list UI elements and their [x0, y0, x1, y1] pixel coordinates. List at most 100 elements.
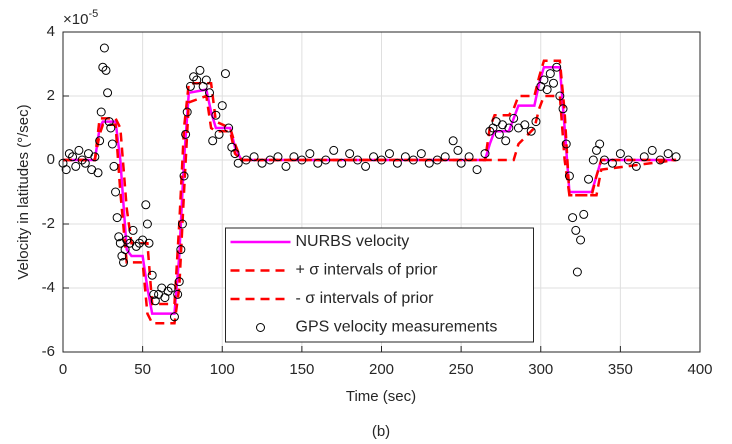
gps-point: [179, 171, 189, 181]
gps-point: [353, 155, 363, 165]
gps-point: [95, 136, 105, 146]
y-tick-label: -2: [42, 215, 55, 232]
gps-point: [595, 139, 605, 149]
chart-title: (b): [372, 423, 390, 440]
gps-point: [485, 126, 495, 136]
gps-point: [424, 158, 434, 168]
gps-point: [233, 158, 243, 168]
x-tick-label: 150: [289, 361, 314, 378]
gps-point: [520, 120, 530, 130]
gps-point: [472, 165, 482, 175]
gps-point: [120, 245, 130, 255]
gps-point: [114, 232, 124, 242]
gps-point: [448, 136, 458, 146]
gps-point: [542, 85, 552, 95]
legend-label: GPS velocity measurements: [296, 319, 498, 336]
gps-point: [122, 235, 132, 245]
gps-point: [173, 289, 183, 299]
x-tick-label: 300: [528, 361, 553, 378]
gps-point: [663, 149, 673, 159]
y-tick-label: 4: [47, 23, 55, 40]
gps-point: [163, 286, 173, 296]
gps-point: [220, 69, 230, 79]
legend-box: [225, 227, 534, 343]
gps-point: [224, 123, 234, 133]
gps-point: [107, 139, 117, 149]
y-tick-label: -6: [42, 343, 55, 360]
x-tick-label: 200: [369, 361, 394, 378]
gps-point: [639, 152, 649, 162]
x-tick-label: 250: [449, 361, 474, 378]
gps-point: [90, 152, 100, 162]
gps-point: [456, 158, 466, 168]
gps-point: [99, 43, 109, 53]
y-multiplier: ×10-5: [63, 8, 98, 28]
gps-point: [615, 149, 625, 159]
gps-point: [321, 155, 331, 165]
gps-point: [305, 149, 315, 159]
gps-point: [98, 62, 108, 72]
gps-point: [177, 219, 187, 229]
gps-point: [440, 152, 450, 162]
legend-label: NURBS velocity: [296, 233, 410, 250]
gps-point: [131, 241, 141, 251]
series-line: [63, 65, 677, 315]
y-tick-label: 0: [47, 151, 55, 168]
gps-point: [249, 152, 259, 162]
gps-point: [71, 161, 81, 171]
gps-point: [289, 152, 299, 162]
gps-point: [568, 213, 578, 223]
y-axis-label: Velocity in latitudes (°/sec): [15, 104, 32, 279]
gps-point: [211, 110, 221, 120]
gps-point: [230, 149, 240, 159]
gps-point: [647, 145, 657, 155]
gps-point: [623, 155, 633, 165]
gps-point: [313, 158, 323, 168]
gps-point: [182, 107, 192, 117]
gps-point: [631, 161, 641, 171]
gps-point: [281, 161, 291, 171]
gps-point: [192, 75, 202, 85]
gps-point: [545, 69, 555, 79]
gps-point: [61, 165, 71, 175]
gps-point: [579, 209, 589, 219]
gps-point: [453, 145, 463, 155]
legend-label: - σ intervals of prior: [296, 290, 435, 307]
legend: NURBS velocity + σ intervals of prior - σ …: [225, 227, 534, 343]
gps-point: [189, 72, 199, 82]
gps-point: [337, 158, 347, 168]
gps-point: [80, 158, 90, 168]
gps-point: [77, 155, 87, 165]
gps-point: [548, 78, 558, 88]
gps-point: [377, 155, 386, 165]
gps-point: [392, 158, 402, 168]
gps-point: [400, 152, 410, 162]
series-line: [63, 59, 677, 306]
gps-point: [329, 145, 339, 155]
gps-point: [531, 117, 541, 127]
gps-point: [149, 289, 159, 299]
gps-point: [297, 155, 307, 165]
y-tick-label: 2: [47, 87, 55, 104]
gps-point: [134, 238, 144, 248]
gps-point: [64, 149, 74, 159]
gps-point: [103, 88, 113, 98]
gps-point: [480, 149, 490, 159]
gps-point: [176, 245, 186, 255]
gps-point: [112, 213, 122, 223]
gps-point: [558, 104, 568, 114]
gps-point: [169, 312, 179, 322]
gps-point: [214, 129, 224, 139]
gps-point: [273, 152, 283, 162]
gps-point: [208, 136, 218, 146]
multiplier-exponent: -5: [88, 8, 98, 20]
gps-point: [576, 235, 586, 245]
gps-point: [655, 155, 665, 165]
gps-point: [408, 155, 418, 165]
legend-marker: [256, 323, 265, 332]
gps-point: [265, 155, 275, 165]
gps-point: [201, 75, 211, 85]
gps-point: [185, 81, 195, 91]
